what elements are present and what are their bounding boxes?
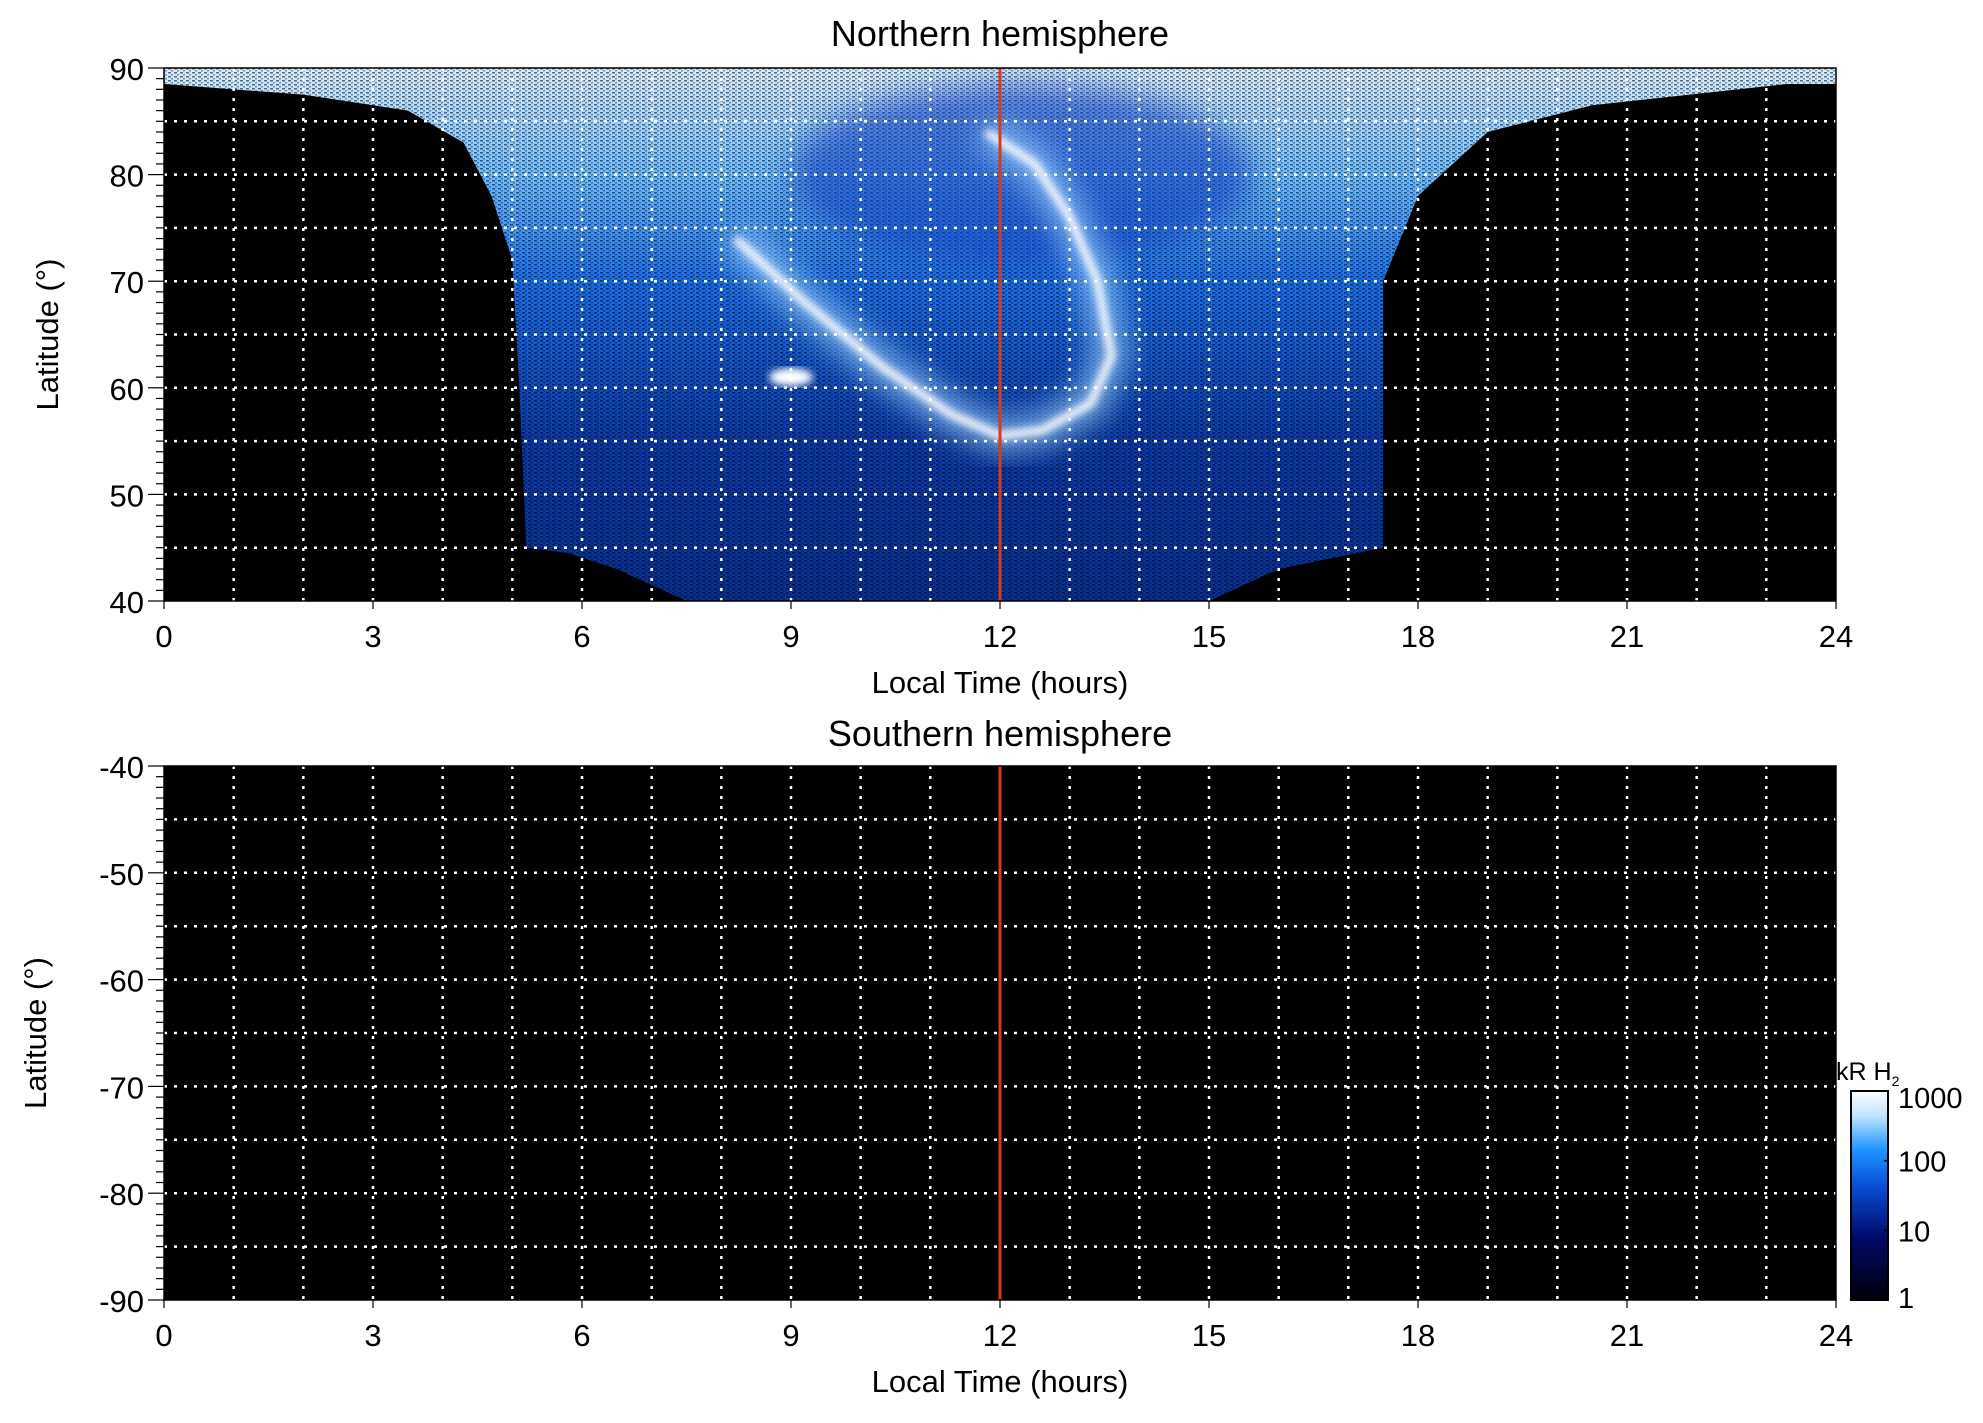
y-tick-label: 40 [110, 585, 144, 620]
y-tick-label: 80 [110, 159, 144, 194]
y-tick-label: -50 [99, 857, 144, 892]
plot-frame [163, 765, 1837, 1301]
colorbar-tick-label: 1 [1898, 1283, 1914, 1315]
x-tick-label: 15 [1192, 1318, 1226, 1353]
x-axis-label: Local Time (hours) [872, 665, 1129, 700]
x-axis-label: Local Time (hours) [872, 1364, 1129, 1399]
colorbar: kR H2 1000 100 10 1 [1836, 1058, 1963, 1315]
northern-panel: 0 3 6 9 12 15 18 21 24 40 50 60 70 80 90 Northern hemis… [30, 13, 1853, 700]
colorbar-tick-label: 100 [1898, 1147, 1946, 1179]
y-tick-label: -70 [99, 1070, 144, 1105]
y-tick-label: 50 [110, 478, 144, 513]
x-tick-label: 3 [364, 619, 381, 654]
x-tick-label: 12 [983, 619, 1017, 654]
colorbar-scale [1850, 1090, 1889, 1301]
auroral-oval [732, 128, 1116, 440]
x-tick-label: 3 [364, 1318, 381, 1353]
y-tick-label: -80 [99, 1177, 144, 1212]
x-tick-label: 6 [573, 619, 590, 654]
colorbar-tick-label: 1000 [1898, 1083, 1963, 1115]
y-axis-label: Latitude (°) [18, 957, 53, 1109]
panel-title: Northern hemisphere [831, 13, 1169, 54]
bright-spot [769, 368, 813, 387]
colorbar-label: kR H2 [1836, 1058, 1900, 1089]
y-tick-label: 60 [110, 372, 144, 407]
y-tick-label: -90 [99, 1284, 144, 1319]
x-tick-label: 15 [1192, 619, 1226, 654]
y-axis-label: Latitude (°) [30, 259, 65, 411]
x-tick-label: 0 [155, 1318, 172, 1353]
x-tick-label: 18 [1401, 619, 1435, 654]
x-tick-label: 21 [1610, 1318, 1644, 1353]
x-tick-label: 24 [1819, 619, 1853, 654]
x-tick-label: 6 [573, 1318, 590, 1353]
y-tick-label: -40 [99, 750, 144, 785]
plot-frame [163, 67, 1837, 602]
x-tick-label: 9 [782, 619, 799, 654]
y-tick-label: 70 [110, 265, 144, 300]
y-tick-label: 90 [110, 52, 144, 87]
x-tick-label: 24 [1819, 1318, 1853, 1353]
x-tick-label: 9 [782, 1318, 799, 1353]
panel-title: Southern hemisphere [828, 713, 1172, 754]
x-tick-label: 12 [983, 1318, 1017, 1353]
southern-panel: 0 3 6 9 12 15 18 21 24 -40 -50 -60 -70 -80 -90 Southern… [18, 713, 1853, 1399]
x-tick-label: 18 [1401, 1318, 1435, 1353]
x-tick-label: 0 [155, 619, 172, 654]
y-tick-label: -60 [99, 964, 144, 999]
colorbar-tick-label: 10 [1898, 1216, 1930, 1248]
x-tick-label: 21 [1610, 619, 1644, 654]
